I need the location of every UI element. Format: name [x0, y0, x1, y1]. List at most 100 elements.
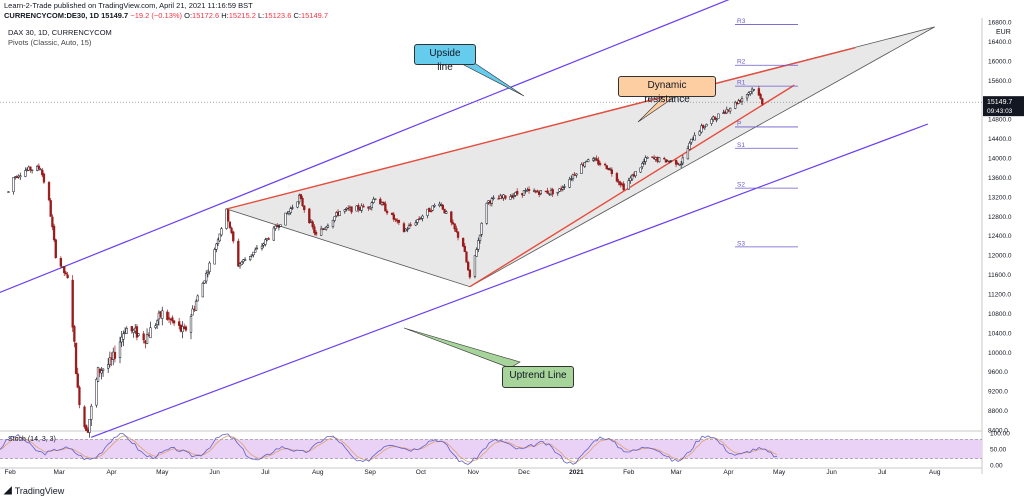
candle-body [571, 174, 575, 179]
candle-body [291, 207, 294, 209]
candle-body [107, 364, 110, 369]
candle-body [42, 173, 46, 183]
last-price-badge-value: 15149.7 [987, 99, 1012, 106]
y-tick-label: 8800.0 [988, 408, 1008, 415]
candle-body [191, 308, 194, 316]
candle-body [587, 159, 590, 163]
candle-body [688, 142, 691, 150]
brand-label[interactable]: TradingView [14, 485, 65, 496]
candle-body [759, 93, 762, 99]
candle-body [232, 231, 235, 242]
candle-body [441, 204, 444, 210]
candle-body [12, 177, 15, 193]
candle-body [357, 205, 360, 210]
close-label: C: [293, 11, 301, 20]
y-tick-label: 8400.0 [988, 428, 1008, 435]
candle-body [237, 240, 240, 267]
x-tick-label: Jun [209, 469, 220, 476]
candle-body [240, 261, 243, 265]
candle-body [228, 221, 232, 228]
candle-body [485, 202, 488, 224]
candle-body [551, 189, 554, 195]
candle-body [88, 419, 91, 433]
candle-body [95, 379, 98, 406]
candle-body [710, 119, 713, 124]
candle-body [74, 342, 78, 375]
candle-body [627, 180, 630, 190]
dynamic-resistance-callout[interactable]: Dynamic resistance [618, 76, 716, 105]
candle-body [296, 201, 299, 208]
candle-body [343, 209, 346, 212]
candle-body [674, 159, 678, 165]
uptrend-line-callout[interactable]: Uptrend Line [502, 366, 574, 388]
high-label: H: [221, 11, 229, 20]
candle-body [522, 190, 526, 196]
candle-body [374, 198, 377, 200]
y-tick-label: 10400.0 [988, 330, 1012, 337]
candle-body [609, 168, 612, 171]
candle-body [463, 245, 466, 253]
candle-body [201, 283, 204, 298]
candle-body [703, 126, 706, 129]
candle-body [679, 163, 683, 166]
candle-body [686, 148, 690, 160]
candle-body [137, 333, 140, 336]
candle-body [407, 225, 411, 229]
candle-body [284, 212, 287, 226]
currency-label: EUR [996, 29, 1011, 36]
candle-body [409, 224, 412, 226]
symbol-label: CURRENCYCOM:DE30, 1D [4, 11, 100, 20]
upside-line-callout[interactable]: Upside line [414, 44, 476, 73]
close-value: 15149.7 [300, 11, 329, 20]
candle-body [402, 223, 406, 232]
candle-body [532, 190, 536, 192]
candle-body [563, 186, 566, 188]
candle-body [37, 165, 41, 169]
stoch-y-tick-label: 0.00 [990, 463, 1003, 470]
candle-body [556, 191, 559, 194]
candle-body [536, 190, 539, 193]
candle-body [276, 225, 279, 228]
candle-body [729, 107, 732, 112]
candle-body [156, 320, 159, 325]
price-change: −19.2 (−0.13%) [130, 11, 183, 20]
candle-body [634, 171, 637, 177]
candle-body [83, 406, 86, 428]
candle-body [227, 209, 230, 222]
candle-body [509, 196, 512, 200]
candle-body [651, 156, 654, 158]
candle-body [171, 317, 174, 322]
candle-body [642, 161, 646, 164]
candle-body [314, 231, 318, 235]
chart-header: Learn-2-Trade published on TradingView.c… [0, 0, 1024, 22]
candle-body [429, 210, 433, 213]
candle-body [154, 325, 157, 328]
candle-body [299, 194, 303, 199]
candle-body [752, 89, 755, 91]
open-label: O: [184, 11, 193, 20]
y-tick-label: 14400.0 [988, 136, 1012, 143]
x-tick-label: Jul [261, 469, 270, 476]
x-tick-label: Jul [878, 469, 887, 476]
candle-body [382, 201, 385, 206]
candle-body [362, 205, 365, 208]
y-tick-label: 12400.0 [988, 233, 1012, 240]
candle-body [313, 226, 316, 234]
candle-body [215, 243, 218, 250]
candle-body [681, 157, 684, 164]
candle-body [267, 238, 270, 240]
pivot-label-p: P [737, 120, 741, 127]
y-tick-label: 13200.0 [988, 194, 1012, 201]
candle-body [52, 225, 56, 241]
candle-body [698, 131, 701, 136]
candle-body [333, 216, 336, 221]
candle-body [622, 183, 625, 190]
x-tick-label: Apr [723, 469, 734, 476]
uptrend-line-pointer [403, 327, 521, 369]
candle-body [734, 101, 737, 109]
candle-body [539, 190, 543, 194]
candle-body [360, 205, 363, 211]
candle-body [580, 164, 583, 174]
candle-body [96, 367, 100, 382]
